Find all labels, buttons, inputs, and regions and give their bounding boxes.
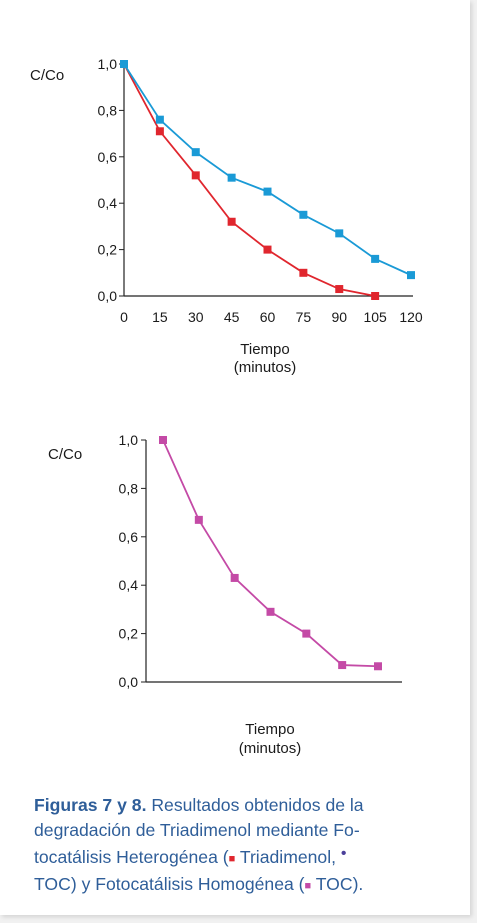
chart-1: C/Co 0,0 0,2 0,4 0,6 0,8 1,0 0 15 30 45 60 75 90 105… [30,56,423,376]
chart2-y-tick-label: 0,4 [119,577,139,593]
chart1-xlabel: Tiempo [240,341,289,358]
chart1-data-point [120,60,128,68]
figure-card [0,0,470,915]
chart2-xlabel-unit: (minutos) [239,740,302,757]
chart1-x-tick-label: 90 [331,309,347,325]
chart2-y-tick-labels: 0,0 0,2 0,4 0,6 0,8 1,0 [119,432,139,690]
chart1-x-tick-label: 60 [260,309,276,325]
caption-line4b: TOC). [311,873,364,894]
chart1-x-tick-label: 15 [152,309,168,325]
chart1-data-point [335,229,344,238]
chart1-axes [119,63,413,297]
legend-square-red: ■ [228,853,236,865]
chart2-series-line [162,439,379,668]
chart1-data-point [299,268,308,277]
chart1-x-tick-labels: 0 15 30 45 60 75 90 105 120 [120,309,423,325]
chart2-axes [141,439,402,683]
chart1-x-tick-label: 105 [363,309,387,325]
chart2-y-tick-label: 0,6 [119,529,139,545]
chart1-data-point [191,171,200,180]
chart1-data-point [155,115,164,124]
chart1-series [120,60,415,300]
chart1-x-tick-label: 0 [120,309,128,325]
caption-line3b: Triadimenol, [235,847,341,867]
legend-bullet: • [340,845,347,862]
chart1-data-point [227,217,236,226]
chart1-data-point [263,187,272,196]
chart1-x-tick-label: 45 [224,309,240,325]
caption-title: Figuras 7 y 8. [34,795,147,815]
chart1-ylabel: C/Co [30,67,64,84]
chart2-data-point [374,662,382,671]
caption-line2: degradación de Triadimenol mediante Fo- [34,819,360,840]
caption-line4a: TOC) y Fotocatálisis Homogénea ( [34,873,305,894]
chart1-x-tick-label: 30 [188,309,204,325]
chart2-series [159,436,382,671]
chart1-data-point [335,285,344,294]
chart2-data-point [230,573,239,582]
chart1-series-line [123,63,412,276]
caption-line1: Resultados obtenidos de la [146,795,364,815]
chart2-xlabel: Tiempo [245,721,294,738]
chart2-data-point [159,436,167,444]
chart1-y-tick-label: 0,8 [98,102,118,118]
chart1-data-point [263,245,272,254]
chart1-series-line [123,63,376,297]
chart-2: C/Co 0,0 0,2 0,4 0,6 0,8 1,0 Tiempo (minutos) [48,432,402,757]
chart2-ylabel: C/Co [48,446,82,463]
chart2-data-point [338,661,347,670]
chart2-y-tick-label: 0,2 [119,626,139,642]
chart1-data-point [371,292,380,300]
chart2-data-point [266,607,275,616]
chart1-y-tick-label: 0,4 [98,195,118,211]
chart2-y-tick-label: 0,8 [119,480,139,496]
chart1-data-point [191,148,200,157]
chart2-y-tick-label: 1,0 [119,432,139,448]
chart1-y-tick-label: 0,2 [98,242,118,258]
chart1-y-tick-label: 0,0 [98,288,118,304]
chart1-data-point [227,173,236,182]
chart1-y-tick-label: 0,6 [98,149,118,165]
caption-line3a: tocatálisis Heterogénea ( [34,847,229,867]
chart1-data-point [155,127,164,136]
chart1-data-point [371,254,380,263]
chart2-y-tick-label: 0,0 [119,674,139,690]
legend-square-pink: ■ [304,879,312,892]
chart1-y-tick-labels: 0,0 0,2 0,4 0,6 0,8 1,0 [98,56,118,304]
chart2-data-point [302,629,311,638]
chart1-data-point [299,210,308,219]
chart1-data-point [407,271,415,280]
chart1-x-tick-label: 75 [296,309,312,325]
figure-caption: Figuras 7 y 8. Resultados obtenidos de l… [34,793,454,898]
chart1-xlabel-unit: (minutos) [234,359,297,376]
chart2-data-point [194,515,203,524]
chart1-y-tick-label: 1,0 [98,56,118,72]
chart1-x-tick-label: 120 [399,309,423,325]
